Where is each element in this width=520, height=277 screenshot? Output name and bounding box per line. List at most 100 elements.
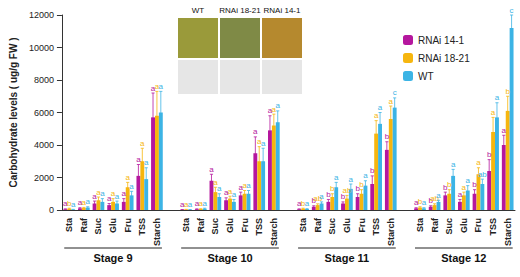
svg-text:Glu: Glu <box>459 218 469 233</box>
svg-text:RNAi 14-1: RNAi 14-1 <box>418 35 465 46</box>
svg-text:b: b <box>447 180 452 189</box>
svg-text:Stage 11: Stage 11 <box>325 252 370 264</box>
svg-text:a: a <box>436 191 441 200</box>
svg-text:Sta: Sta <box>181 217 191 232</box>
svg-text:b: b <box>330 184 335 193</box>
svg-text:a: a <box>77 198 83 208</box>
svg-text:Stage 9: Stage 9 <box>94 252 133 264</box>
svg-text:a: a <box>422 198 427 207</box>
svg-text:a: a <box>363 171 368 180</box>
svg-text:0: 0 <box>49 205 54 215</box>
svg-text:a: a <box>466 176 471 185</box>
svg-text:a: a <box>276 101 281 110</box>
svg-text:a: a <box>71 200 76 209</box>
svg-text:a: a <box>202 199 207 208</box>
svg-text:a: a <box>140 139 145 148</box>
svg-text:a: a <box>188 200 193 209</box>
svg-text:a: a <box>261 139 266 148</box>
svg-text:a: a <box>122 189 127 198</box>
svg-text:Fru: Fru <box>357 218 367 233</box>
svg-text:a: a <box>476 158 481 167</box>
svg-text:a: a <box>217 184 222 193</box>
svg-text:Raf: Raf <box>313 217 323 233</box>
svg-text:RNAi 14-1: RNAi 14-1 <box>264 6 301 15</box>
svg-text:4000: 4000 <box>34 140 54 150</box>
svg-text:Starch: Starch <box>386 218 396 246</box>
svg-text:TSS: TSS <box>488 218 498 236</box>
svg-text:Suc: Suc <box>444 218 454 235</box>
svg-text:a: a <box>319 192 324 201</box>
svg-text:Glu: Glu <box>342 218 352 233</box>
svg-text:TSS: TSS <box>371 218 381 236</box>
svg-text:a: a <box>253 127 258 136</box>
svg-text:c: c <box>510 6 514 15</box>
svg-text:TSS: TSS <box>137 218 147 236</box>
svg-text:Suc: Suc <box>327 218 337 235</box>
svg-text:a: a <box>100 189 105 198</box>
svg-text:WT: WT <box>418 71 434 82</box>
svg-text:a: a <box>209 165 214 174</box>
svg-text:Glu: Glu <box>108 218 118 233</box>
svg-text:ab: ab <box>313 194 323 204</box>
svg-text:a: a <box>115 192 120 201</box>
svg-text:a: a <box>144 158 149 167</box>
svg-text:a: a <box>246 181 251 190</box>
svg-text:ab: ab <box>430 194 440 204</box>
svg-text:a: a <box>495 93 500 102</box>
svg-text:Raf: Raf <box>79 217 89 233</box>
svg-text:Raf: Raf <box>430 217 440 233</box>
svg-text:b: b <box>359 180 364 189</box>
svg-text:a: a <box>305 199 310 208</box>
svg-text:a: a <box>129 182 134 191</box>
svg-text:a: a <box>194 199 200 209</box>
svg-text:b: b <box>487 150 492 159</box>
svg-text:Carbohydrate levels ( ug/g FW: Carbohydrate levels ( ug/g FW ) <box>8 37 19 187</box>
svg-text:b: b <box>472 180 477 189</box>
svg-text:Stage 10: Stage 10 <box>207 252 252 264</box>
svg-text:Glu: Glu <box>225 218 235 233</box>
svg-text:a: a <box>378 103 383 112</box>
svg-text:a: a <box>374 111 379 120</box>
svg-text:a: a <box>159 82 164 91</box>
svg-text:a: a <box>232 190 237 199</box>
svg-text:Fru: Fru <box>123 218 133 233</box>
svg-text:a: a <box>451 160 456 169</box>
svg-text:Fru: Fru <box>240 218 250 233</box>
svg-text:b: b <box>505 87 510 96</box>
svg-text:Stage 12: Stage 12 <box>441 252 486 264</box>
svg-text:a: a <box>86 197 91 206</box>
svg-text:c: c <box>393 88 397 97</box>
svg-text:a: a <box>136 155 141 164</box>
svg-text:TSS: TSS <box>254 218 264 236</box>
svg-text:Fru: Fru <box>473 218 483 233</box>
svg-text:Suc: Suc <box>210 218 220 235</box>
svg-text:b: b <box>385 132 390 141</box>
svg-text:ab: ab <box>342 185 352 195</box>
svg-text:a: a <box>125 173 130 182</box>
svg-text:10000: 10000 <box>29 43 54 53</box>
svg-text:a: a <box>491 108 496 117</box>
svg-text:Starch: Starch <box>152 218 162 246</box>
svg-text:a: a <box>150 83 156 93</box>
svg-text:a: a <box>389 97 394 106</box>
svg-text:RNAi 18-21: RNAi 18-21 <box>219 6 261 15</box>
svg-text:Sta: Sta <box>415 217 425 232</box>
svg-text:WT: WT <box>192 6 205 15</box>
svg-text:RNAi 18-21: RNAi 18-21 <box>418 53 470 64</box>
svg-text:a: a <box>223 188 229 198</box>
svg-text:12000: 12000 <box>29 10 54 20</box>
svg-text:2000: 2000 <box>34 173 54 183</box>
svg-text:ab: ab <box>478 170 487 179</box>
svg-text:Suc: Suc <box>93 218 103 235</box>
svg-text:8000: 8000 <box>34 75 54 85</box>
svg-text:a: a <box>502 126 507 135</box>
svg-text:Sta: Sta <box>298 217 308 232</box>
svg-text:Starch: Starch <box>503 218 513 246</box>
svg-text:Sta: Sta <box>64 217 74 232</box>
svg-text:6000: 6000 <box>34 108 54 118</box>
svg-text:Raf: Raf <box>196 217 206 233</box>
svg-text:Starch: Starch <box>269 218 279 246</box>
svg-text:a: a <box>334 173 339 182</box>
svg-text:b: b <box>370 166 375 175</box>
svg-text:a: a <box>349 175 354 184</box>
